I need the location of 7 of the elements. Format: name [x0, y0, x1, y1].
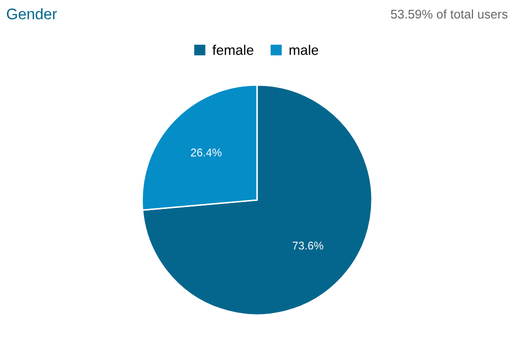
legend-label: female: [212, 44, 254, 55]
data-label: 26.4%: [190, 148, 222, 156]
text: 53.59% of total users: [390, 9, 508, 19]
data-label: 73.6%: [292, 242, 324, 250]
legend-label: male: [290, 44, 318, 55]
pie-slice: [142, 84, 373, 316]
chart-title: Gender: [6, 8, 57, 20]
